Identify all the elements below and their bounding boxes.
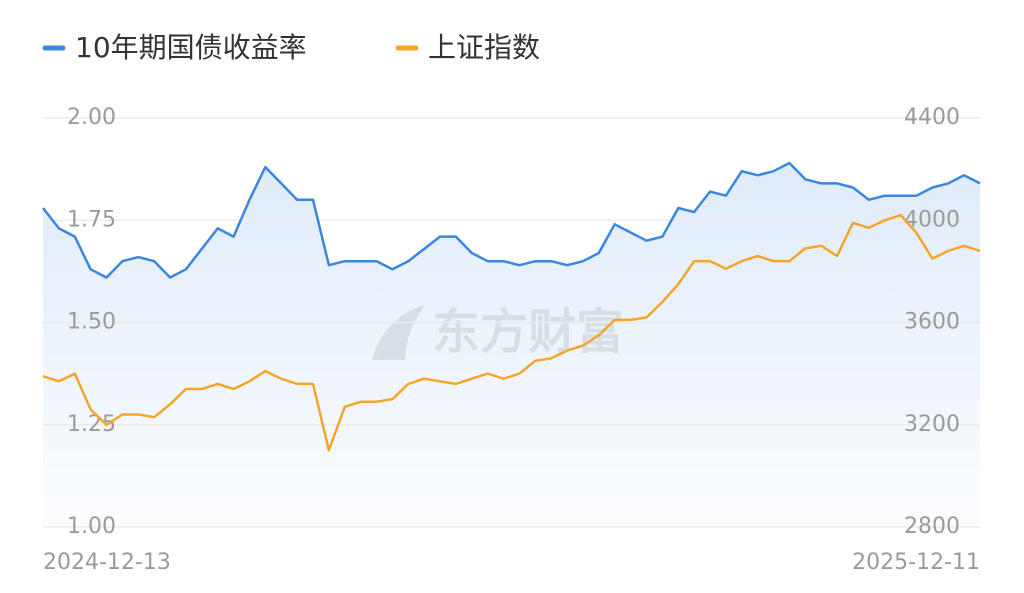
y2-tick-label: 2800 [904, 514, 960, 539]
line [42, 161, 981, 279]
y2-tick-label: 3200 [904, 412, 960, 437]
y-tick-label: 2.00 [67, 105, 116, 130]
y2-tick-label: 4400 [904, 105, 960, 130]
x-tick-label: 2025-12-11 [852, 550, 980, 575]
y2-tick-label: 3600 [904, 310, 960, 335]
area [43, 163, 980, 527]
watermark: 东方财富 [372, 304, 624, 360]
watermark-logo [372, 305, 425, 360]
legend-label: 上证指数 [428, 31, 540, 64]
legend-label: 10年期国债收益率 [75, 31, 307, 64]
line [42, 213, 981, 452]
watermark-text: 东方财富 [432, 304, 624, 360]
y-tick-label: 1.50 [67, 310, 116, 335]
x-tick-label: 2024-12-13 [43, 550, 171, 575]
y-tick-label: 1.00 [67, 514, 116, 539]
y-tick-label: 1.75 [67, 207, 116, 232]
